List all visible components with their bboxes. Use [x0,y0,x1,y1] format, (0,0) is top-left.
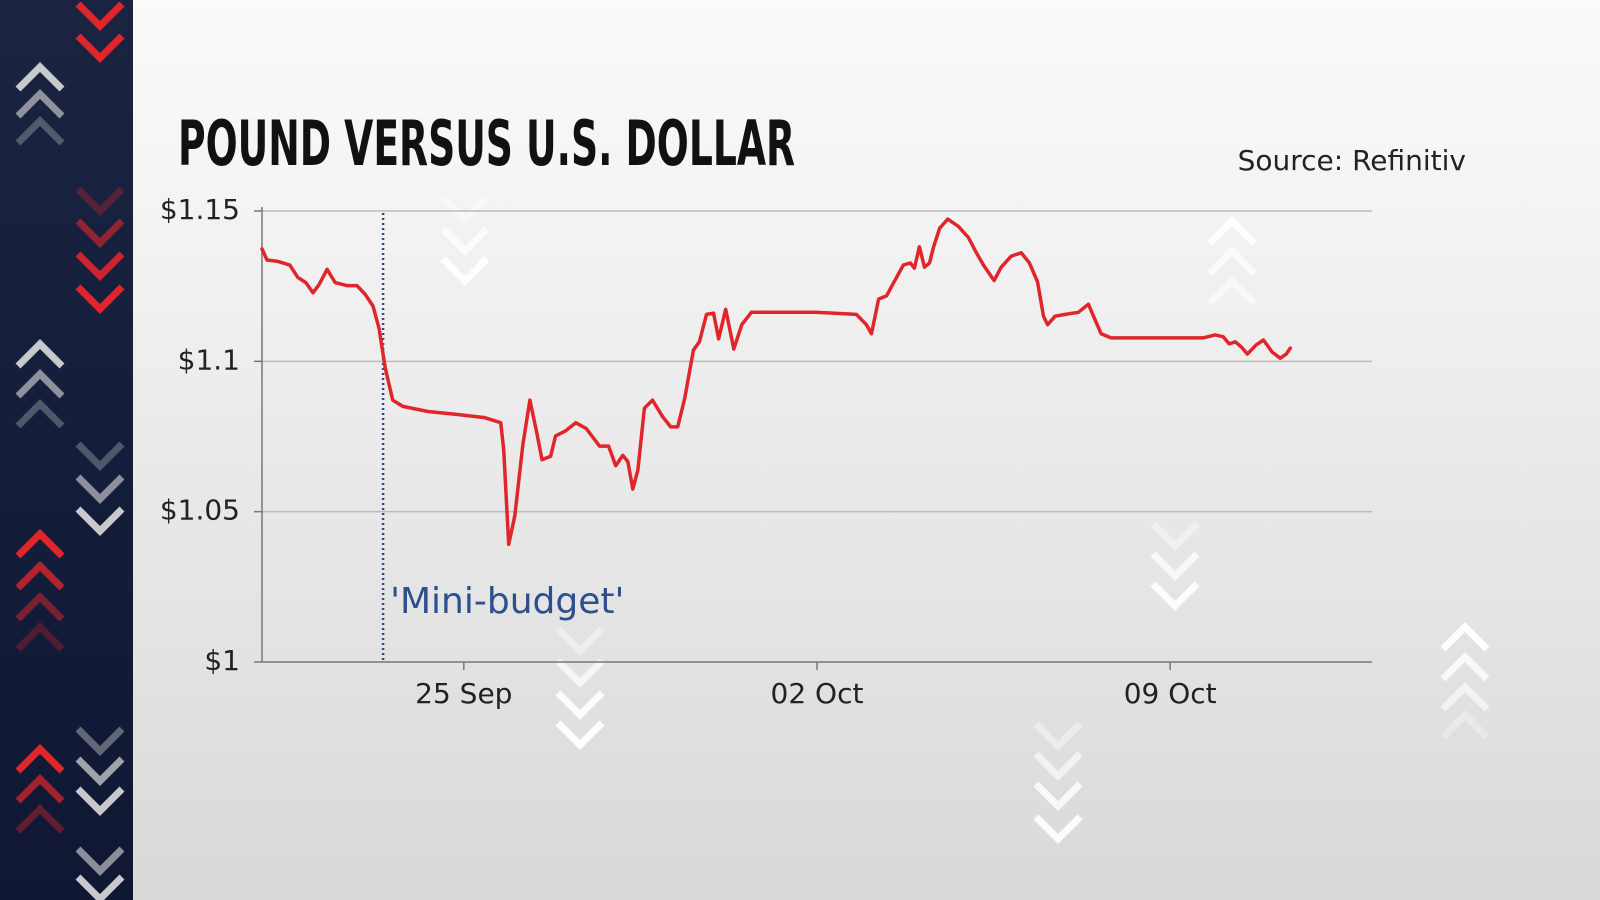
x-tick-label: 25 Sep [415,677,512,710]
chevron [1150,521,1200,551]
y-tick-label: $1.1 [178,343,240,376]
chevron [15,622,65,652]
chevron [15,339,65,369]
chevron [440,226,490,256]
chevron [440,194,490,224]
y-tick-label: $1.05 [160,494,240,527]
chevron [75,33,125,63]
x-tick-label: 02 Oct [771,677,864,710]
chevron [75,726,125,756]
chevron [1440,710,1490,740]
chevron [440,256,490,286]
chevron [15,592,65,622]
chevron [1440,652,1490,682]
y-tick-label: $1 [204,644,240,677]
chevron [75,284,125,314]
chevron [1207,276,1257,306]
chevron [1150,581,1200,611]
chevron [75,251,125,281]
chevron [15,744,65,774]
chevron [15,116,65,146]
x-tick-label: 09 Oct [1124,677,1217,710]
chevron [1207,216,1257,246]
side-strip [0,0,133,900]
chevron [15,399,65,429]
y-tick-label: $1.15 [160,193,240,226]
chevron [1033,814,1083,844]
chevron [555,690,605,720]
chevron [75,218,125,248]
decoration [15,1,1490,900]
annotation-label: 'Mini-budget' [390,581,624,622]
chevron [15,774,65,804]
chevron [555,626,605,656]
price-line [260,217,1293,547]
chevron [555,720,605,750]
chevron [1033,781,1083,811]
chevron [75,441,125,471]
chevron [75,786,125,816]
chevron [1440,682,1490,712]
chevron [75,186,125,216]
chevron [1033,721,1083,751]
chevron [1033,751,1083,781]
chevron [15,804,65,834]
chevron [75,874,125,900]
chevron [15,529,65,559]
chevron [1440,622,1490,652]
chart-title: POUND VERSUS U.S. DOLLAR [178,107,795,180]
chevron [75,1,125,31]
chevron [75,506,125,536]
chevron [15,62,65,92]
source: Source: Refinitiv [1238,144,1466,177]
chevron [1150,551,1200,581]
chevron [15,561,65,591]
chevron [75,474,125,504]
chevron [75,756,125,786]
chevron [15,89,65,119]
chevron [15,369,65,399]
chevron [555,658,605,688]
chevron [75,846,125,876]
chevron [1207,246,1257,276]
